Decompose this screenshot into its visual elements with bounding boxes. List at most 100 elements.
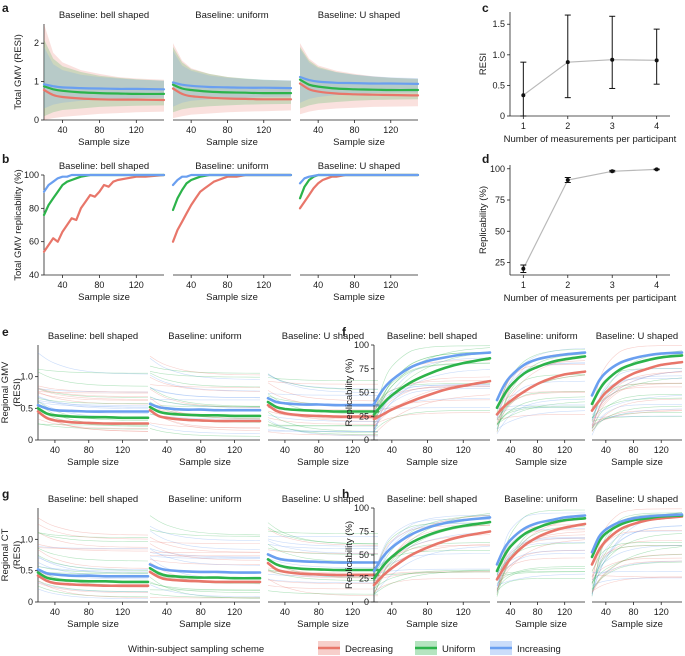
panel-g-facet-1-trace-decreasing [37,523,149,540]
panel-e-facet-2-x-axis-title: Sample size [179,457,231,468]
panel-f-facet-3-trace-increasing [591,408,683,427]
panel-g-facet-3-trace-decreasing [267,528,379,546]
panel-h-facet-1-trace-uniform [373,513,491,590]
panel-g-facet-1-y-tick-label: 0.5 [20,566,33,576]
panel-e-facet-2-trace-increasing [149,424,261,434]
panel-h-facet-3-trace-decreasing [591,553,683,592]
panel-g-facet-1-title: Baseline: bell shaped [48,494,138,505]
panel-h-facet-2-trace-increasing [496,512,586,580]
panel-e-facet-2-trace-increasing [149,374,261,392]
panel-a-facet-3-line-decreasing [298,82,420,97]
panel-f-facet-2-trace-uniform [496,391,586,429]
panel-f-facet-2-trace-uniform [496,348,586,413]
panel-g-facet-2-trace-increasing [149,548,261,558]
panel-a-facet-1-line-uniform [42,85,166,96]
panel-e-facet-3-x-tick-label: 120 [345,445,360,455]
panel-g-facet-2-line-decreasing [148,570,262,584]
panel-h-facet-1-title: Baseline: bell shaped [387,494,477,505]
panel-h-facet-3-trace-increasing [591,525,683,595]
panel-f-facet-2-trace-increasing [496,406,585,415]
panel-e-facet-2-title: Baseline: uniform [168,331,241,342]
panel-h-facet-3-trace-decreasing [591,508,683,584]
panel-h-facet-1-trace-increasing [373,522,491,590]
panel-label-g: g [2,487,9,501]
panel-h-facet-3-trace-increasing [591,560,683,581]
panel-f-facet-2-line-increasing [495,351,587,402]
panel-e-facet-3-trace-decreasing [267,417,379,425]
panel-e-facet-1-x-tick-label: 80 [84,445,94,455]
panel-g-facet-2-line-increasing [148,563,262,574]
panel-b-facet-1-y-tick-label: 60 [29,237,39,247]
panel-f-facet-2-trace-increasing [496,362,586,410]
panel-h-facet-3-line-increasing [590,513,684,554]
panel-h-facet-3-trace-uniform [591,512,683,597]
panel-e-facet-3-line-uniform [266,400,380,413]
panel-g-facet-2-trace-uniform [149,529,261,537]
panel-f-facet-1-trace-uniform [373,351,491,421]
panel-h-facet-2-trace-decreasing [496,518,586,592]
panel-b-facet-1-line-increasing [42,173,166,193]
panel-b-facet-3-x-tick-label: 80 [349,280,359,290]
panel-b-y-axis-title: Total GMV replicability (%) [13,169,24,280]
panel-a-facet-3-title: Baseline: U shaped [318,10,400,21]
panel-e-facet-2-trace-increasing [149,396,261,408]
panel-g-facet-1-y-tick-label: 0 [28,597,33,607]
panel-e-facet-2-trace-decreasing [149,388,261,408]
panel-e-facet-1-x-axis-title: Sample size [67,457,119,468]
panel-f-facet-3-x-tick-label: 80 [629,445,639,455]
panel-h-facet-3-trace-uniform [591,545,682,590]
panel-f-facet-1-title: Baseline: bell shaped [387,331,477,342]
panel-g-facet-2-x-tick-label: 80 [196,607,206,617]
panel-e-facet-1-trace-decreasing [37,391,149,405]
panel-g-facet-3-trace-uniform [267,569,379,581]
panel-e-facet-1-line-increasing [36,403,150,413]
panel-b-facet-1-x-tick-label: 40 [57,280,67,290]
panel-f-facet-1-trace-uniform [373,351,491,419]
panel-f-facet-1-x-axis-title: Sample size [406,457,458,468]
panel-h-facet-1-trace-uniform [373,570,491,595]
panel-g-facet-1-trace-uniform [37,580,149,592]
panel-g-facet-2-trace-uniform [149,515,261,536]
panel-b-facet-1-line-uniform [42,173,166,217]
panel-h-facet-2-title: Baseline: uniform [504,494,577,505]
panel-e-facet-3-trace-increasing [267,393,378,396]
panel-e-facet-3-trace-decreasing [267,402,379,422]
panel-e-facet-3-trace-uniform [267,424,379,433]
panel-f-facet-1-x-tick-label: 120 [456,445,471,455]
panel-g-facet-2-trace-increasing [149,552,261,559]
legend-label-increasing: Increasing [517,644,561,655]
panel-h-facet-3-trace-uniform [591,533,683,583]
panel-f-facet-1-y-tick-label: 0 [364,435,369,445]
panel-d-point [654,167,659,172]
panel-f-facet-1-x-tick-label: 80 [423,445,433,455]
panel-g-facet-1-line-decreasing [36,574,150,588]
panel-g-facet-3-x-tick-label: 80 [314,607,324,617]
panel-a-facet-1-line-increasing [42,83,166,91]
panel-h-facet-1-y-tick-label: 25 [359,574,369,584]
panel-g-facet-1-line-increasing [36,568,150,578]
panel-e-facet-3-trace-increasing [267,430,378,432]
panel-g-facet-1-trace-increasing [37,581,149,593]
panel-h-facet-2-trace-uniform [496,571,586,577]
panel-b-facet-1-x-tick-label: 80 [94,280,104,290]
panel-h-facet-2-trace-uniform [496,566,586,584]
panel-g-facet-3-trace-decreasing [267,570,379,579]
panel-b-facet-1-y-tick-label: 100 [24,170,39,180]
panel-f-y-axis-title: Replicability (%) [344,358,355,426]
panel-g-facet-2-x-axis-title: Sample size [179,619,231,630]
panel-e-facet-3-trace-decreasing [267,431,379,436]
panel-d-point [565,178,570,182]
panel-g-facet-2-trace-uniform [149,581,261,593]
panel-g-facet-2-trace-uniform [149,582,261,591]
panel-f-facet-1-trace-uniform [373,383,490,408]
panel-h-facet-1-trace-uniform [373,522,491,578]
panel-f-facet-3-trace-increasing [591,404,683,436]
panel-a-facet-1-x-tick-label: 80 [94,125,104,135]
panel-g-facet-3-trace-increasing [267,558,379,569]
panel-f-facet-3-x-tick-label: 120 [654,445,669,455]
panel-f-facet-3-trace-uniform [591,412,683,429]
panel-h-facet-2-x-tick-label: 120 [557,607,572,617]
panel-h-facet-1-trace-increasing [373,545,491,596]
panel-g-facet-2-trace-decreasing [149,597,260,599]
panel-a-facet-3-line-increasing [298,75,420,85]
